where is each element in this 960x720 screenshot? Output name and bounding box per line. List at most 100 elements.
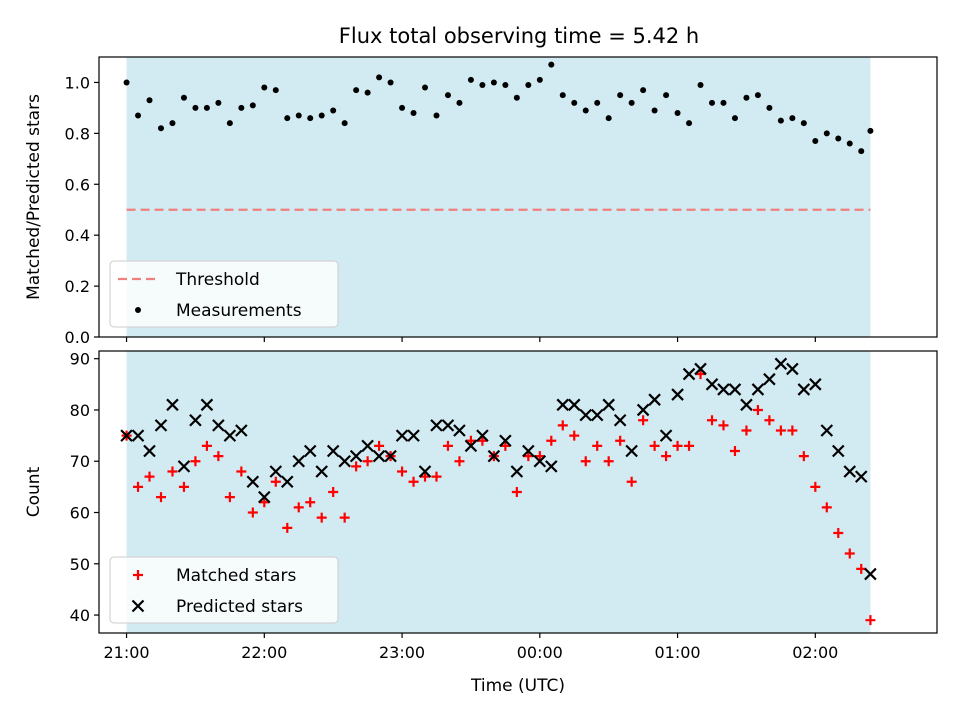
matched-point xyxy=(133,570,143,580)
matched-point xyxy=(454,456,465,467)
measurement-point xyxy=(422,84,429,91)
y-tick-label: 50 xyxy=(70,555,90,574)
predicted-point xyxy=(246,475,260,489)
matched-point xyxy=(798,451,809,462)
predicted-point xyxy=(797,383,811,396)
measurement-point xyxy=(261,84,268,91)
matched-point xyxy=(374,440,385,451)
matched-point xyxy=(442,440,453,451)
matched-point xyxy=(741,425,752,436)
matched-point xyxy=(270,476,281,487)
measurement-point xyxy=(295,112,302,119)
measurement-point xyxy=(582,107,589,114)
y-tick-label: 0.4 xyxy=(65,226,90,245)
predicted-point xyxy=(843,465,857,478)
predicted-point xyxy=(556,398,570,412)
measurement-point xyxy=(754,92,761,99)
matched-point xyxy=(213,451,224,462)
measurement-point xyxy=(571,99,578,106)
matched-point xyxy=(500,440,511,451)
measurement-point xyxy=(594,99,601,106)
predicted-point xyxy=(338,454,351,468)
measurement-point xyxy=(674,110,681,116)
matched-point xyxy=(638,415,649,426)
predicted-point xyxy=(579,408,593,422)
matched-point xyxy=(833,528,844,539)
measurement-point xyxy=(628,99,635,106)
matched-point xyxy=(603,456,614,467)
measurement-point xyxy=(318,112,325,119)
predicted-point xyxy=(476,429,489,442)
matched-point xyxy=(201,440,212,451)
y-axis-label: Matched/Predicted stars xyxy=(24,94,44,300)
predicted-point xyxy=(671,388,684,401)
measurement-point xyxy=(444,92,451,99)
legend-box xyxy=(109,260,339,328)
predicted-point xyxy=(545,460,558,473)
y-tick-label: 0.6 xyxy=(65,175,90,194)
counts-panel-frame xyxy=(98,350,938,634)
measurement-point xyxy=(353,87,360,94)
matched-point xyxy=(752,404,763,415)
predicted-point xyxy=(120,429,133,442)
predicted-point xyxy=(854,470,868,483)
predicted-point xyxy=(223,429,237,442)
matched-point xyxy=(865,615,876,626)
matched-point xyxy=(167,466,178,477)
predicted-point xyxy=(372,449,386,463)
predicted-point xyxy=(567,398,581,412)
predicted-point xyxy=(728,383,742,396)
measurement-point xyxy=(720,99,727,106)
measurement-point xyxy=(513,94,520,101)
legend-label: Measurements xyxy=(176,301,302,321)
predicted-point xyxy=(705,378,719,391)
matched-point xyxy=(144,471,155,482)
measurement-point xyxy=(399,104,406,111)
measurement-point xyxy=(203,104,210,111)
predicted-point xyxy=(166,398,179,412)
measurement-point xyxy=(456,99,463,106)
legend-label: Matched stars xyxy=(176,566,296,586)
matched-point xyxy=(615,435,626,446)
measurement-point xyxy=(663,92,670,99)
legend-label: Threshold xyxy=(175,270,260,290)
predicted-point xyxy=(258,490,271,504)
y-tick-label: 90 xyxy=(70,350,90,369)
measurement-point xyxy=(525,82,532,88)
predicted-point xyxy=(636,403,650,417)
ratio-panel-frame xyxy=(98,56,938,338)
matched-point xyxy=(351,461,362,472)
measurement-point xyxy=(617,92,624,99)
matched-point xyxy=(155,492,166,503)
predicted-point xyxy=(315,465,328,478)
predicted-point xyxy=(280,475,294,489)
measurement-point xyxy=(686,120,693,127)
predicted-point xyxy=(751,383,765,396)
matched-point xyxy=(729,445,740,456)
counts-axes: 40 50 60 70 80 90 Count 21:00 22:00 23:00 00:00 01:… xyxy=(24,350,838,696)
predicted-point xyxy=(349,449,363,463)
matched-point xyxy=(718,420,729,431)
measurement-point xyxy=(330,107,337,114)
predicted-point xyxy=(809,378,822,391)
matched-point xyxy=(695,369,706,380)
matched-point xyxy=(224,492,235,503)
matched-point xyxy=(236,466,247,477)
matched-point xyxy=(534,451,545,462)
y-tick-label: 0.2 xyxy=(65,277,90,296)
legend-box xyxy=(109,556,339,624)
predicted-point xyxy=(682,367,696,381)
matched-point xyxy=(259,497,270,508)
matched-point xyxy=(465,435,476,446)
measurement-point xyxy=(743,94,750,101)
predicted-point xyxy=(487,449,501,463)
matched-point xyxy=(821,502,832,513)
y-tick-label: 80 xyxy=(70,401,90,420)
measurement-point xyxy=(858,148,865,155)
predicted-point xyxy=(864,567,877,581)
measurement-point xyxy=(800,120,807,127)
measurement-point xyxy=(697,82,704,88)
measurement-point xyxy=(410,110,417,116)
measurement-point xyxy=(226,120,233,127)
measurement-point xyxy=(157,125,164,132)
